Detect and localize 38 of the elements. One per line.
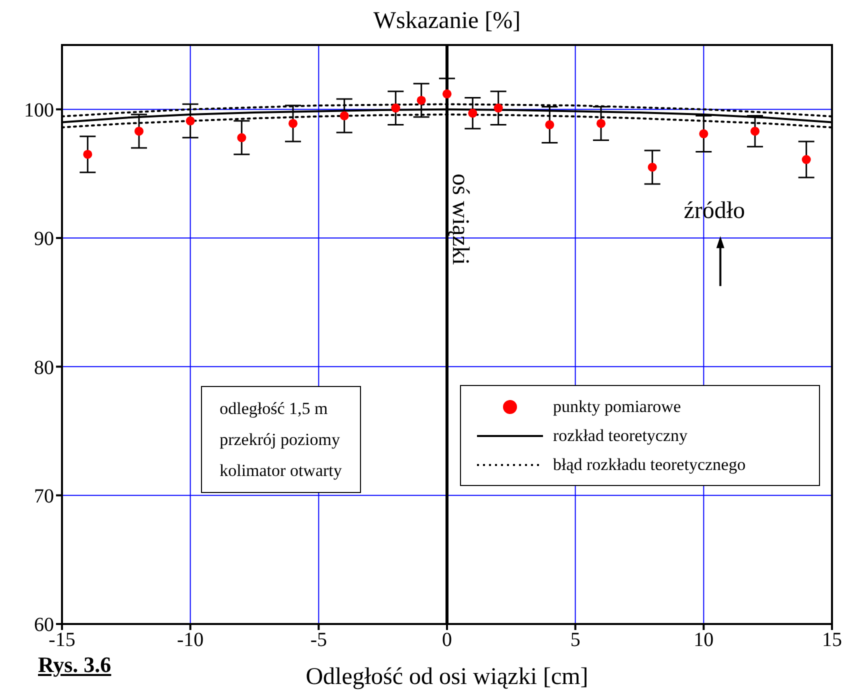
point bbox=[237, 133, 246, 142]
x-tick-label: 5 bbox=[570, 629, 580, 652]
legend-label: błąd rozkładu teoretycznego bbox=[553, 454, 746, 475]
y-tick-label: 80 bbox=[34, 356, 54, 379]
x-axis-title: Odległość od osi wiązki [cm] bbox=[306, 664, 588, 690]
y-tick-label: 60 bbox=[34, 614, 54, 636]
point bbox=[545, 120, 554, 130]
point bbox=[648, 162, 657, 172]
chart-title: Wskazanie [%] bbox=[372, 8, 522, 35]
annotation: odległość 1,5 m bbox=[220, 398, 329, 420]
x-tick-label: 0 bbox=[442, 629, 452, 652]
point bbox=[83, 150, 92, 159]
y-tick-label: 90 bbox=[34, 228, 54, 250]
point bbox=[186, 116, 195, 126]
point bbox=[468, 108, 478, 118]
y-tick-label: 70 bbox=[34, 485, 54, 508]
point bbox=[391, 104, 400, 113]
point bbox=[442, 89, 452, 98]
text: Rys. 3.6 bbox=[38, 652, 112, 678]
point bbox=[340, 111, 349, 120]
point bbox=[288, 118, 298, 128]
y-tick-label: 100 bbox=[24, 99, 54, 122]
ref-line-label: oś wiązki bbox=[447, 174, 473, 266]
point bbox=[494, 104, 503, 113]
point bbox=[596, 118, 606, 128]
annotation: kolimator otwarty bbox=[220, 460, 342, 482]
legend-label: rozkład teoretyczny bbox=[553, 426, 688, 446]
point bbox=[802, 155, 811, 164]
point bbox=[750, 126, 760, 136]
x-tick-label: 10 bbox=[694, 629, 714, 652]
point bbox=[416, 96, 426, 105]
point bbox=[134, 126, 144, 136]
point bbox=[699, 129, 708, 138]
annotation: przekrój poziomy bbox=[220, 428, 341, 451]
x-tick-label: -5 bbox=[310, 629, 328, 652]
x-tick-label: -10 bbox=[176, 629, 204, 652]
legend-label: punkty pomiarowe bbox=[553, 396, 681, 417]
x-tick-label: 15 bbox=[822, 629, 842, 652]
